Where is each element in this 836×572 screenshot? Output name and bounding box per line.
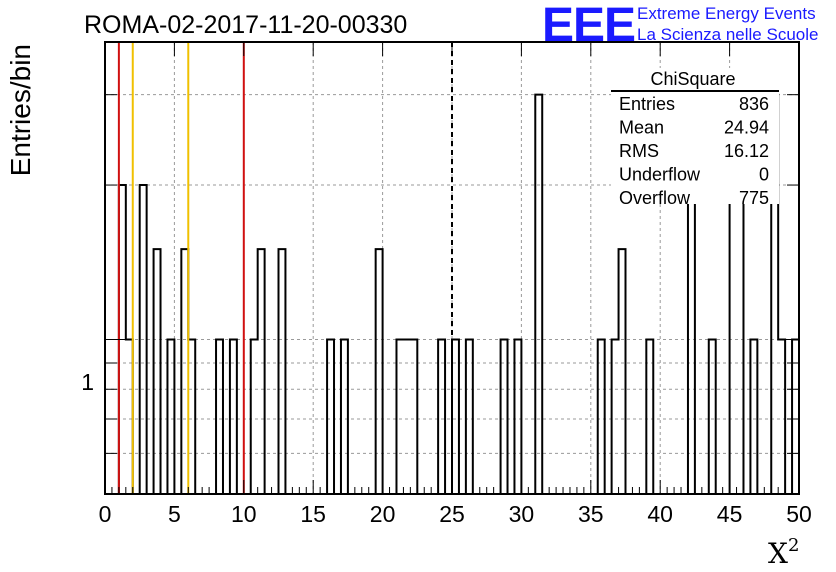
histogram-bin: [181, 249, 188, 494]
x-tick-label: 0: [99, 501, 112, 527]
histogram-bin: [279, 249, 286, 494]
histogram-bin: [403, 340, 410, 494]
histogram-bin: [688, 185, 695, 494]
x-tick-label: 35: [578, 501, 604, 527]
stats-label: RMS: [619, 141, 659, 161]
x-axis-label-superscript: 2: [788, 535, 799, 556]
x-tick-label: 20: [370, 501, 396, 527]
stats-label: Entries: [619, 94, 675, 114]
x-tick-label: 10: [231, 501, 257, 527]
histogram-bin: [216, 340, 223, 494]
histogram-bin: [154, 249, 161, 494]
histogram-bin: [598, 340, 605, 494]
histogram-bin: [778, 340, 785, 494]
y-tick-label: 1: [81, 369, 94, 395]
histogram-bin: [396, 340, 403, 494]
histogram-bin: [410, 340, 417, 494]
stats-label: Mean: [619, 118, 664, 138]
histogram-bin: [619, 249, 626, 494]
histogram-bin: [251, 340, 258, 494]
x-axis-label: X2: [768, 535, 799, 570]
histogram-bin: [709, 340, 716, 494]
stats-title: ChiSquare: [650, 69, 735, 89]
histogram-bin: [258, 249, 265, 494]
histogram-bin: [535, 95, 542, 494]
histogram-bin: [140, 185, 147, 494]
y-axis: [105, 94, 799, 454]
chart-title: ROMA-02-2017-11-20-00330: [84, 11, 407, 39]
x-tick-label: 50: [786, 501, 812, 527]
histogram-bin: [327, 340, 334, 494]
logo-line-1: Extreme Energy Events: [637, 4, 816, 23]
eee-logo: EEE: [542, 0, 635, 52]
stats-box: ChiSquare Entries 836 Mean 24.94 RMS 16.12 Und…: [611, 68, 779, 208]
stats-value: 24.94: [724, 118, 769, 138]
histogram-bin: [230, 340, 237, 494]
histogram-bin: [126, 340, 133, 494]
stats-value: 836: [739, 94, 769, 114]
x-tick-label: 5: [168, 501, 181, 527]
histogram-bin: [646, 340, 653, 494]
x-tick-label: 40: [647, 501, 673, 527]
histogram-bin: [452, 340, 459, 494]
stats-label: Underflow: [619, 165, 701, 185]
histogram-bin: [341, 340, 348, 494]
histogram-bin: [612, 340, 619, 494]
x-tick-label: 15: [300, 501, 326, 527]
y-axis-label: Entries/bin: [5, 44, 36, 176]
histogram-bin: [501, 340, 508, 494]
histogram-bin: [730, 185, 737, 494]
x-axis-label-base: X: [768, 537, 788, 570]
x-tick-label: 30: [509, 501, 535, 527]
stats-value: 16.12: [724, 141, 769, 161]
stats-label: Overflow: [619, 188, 691, 208]
histogram-bin: [750, 340, 757, 494]
logo-line-2: La Scienza nelle Scuole: [637, 25, 818, 44]
x-tick-label: 25: [439, 501, 465, 527]
stats-value: 775: [739, 188, 769, 208]
reference-lines: [117, 42, 453, 494]
histogram-bin: [167, 340, 174, 494]
x-tick-label: 45: [717, 501, 743, 527]
stats-value: 0: [759, 165, 769, 185]
stats-rows: Entries 836 Mean 24.94 RMS 16.12 Underflow 0 Ove…: [619, 94, 769, 208]
x-axis: 0 5 10 15 20 25 30 35 40 45 50: [99, 42, 812, 527]
histogram-bin: [737, 185, 744, 494]
histogram-bin: [188, 340, 195, 494]
histogram-bin: [514, 340, 521, 494]
histogram-bin: [376, 249, 383, 494]
histogram-bin: [438, 340, 445, 494]
histogram-bin: [466, 340, 473, 494]
